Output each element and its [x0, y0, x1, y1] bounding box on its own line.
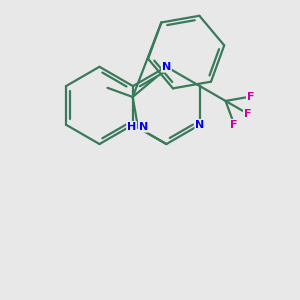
- Text: N: N: [162, 62, 171, 72]
- Text: N: N: [195, 120, 205, 130]
- Text: N: N: [139, 122, 148, 132]
- Text: F: F: [230, 120, 238, 130]
- Text: H: H: [127, 122, 136, 132]
- Text: F: F: [244, 109, 251, 118]
- Text: F: F: [247, 92, 254, 102]
